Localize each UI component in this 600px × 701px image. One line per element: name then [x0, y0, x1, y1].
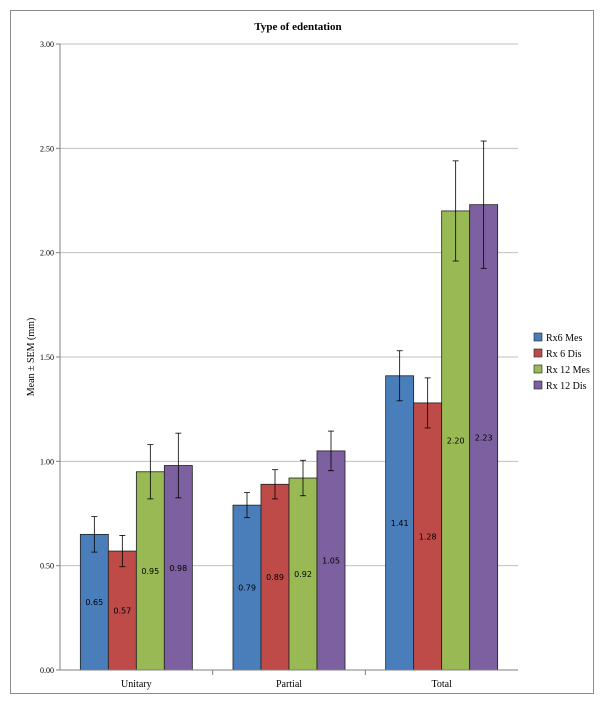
legend-swatch — [533, 380, 543, 390]
data-labels: 0.65 0.57 0.95 0.98 0.79 0.89 0.92 1.05 1.41 1.28… — [85, 433, 492, 615]
y-tick-label: 0.00 — [40, 666, 54, 675]
bar — [413, 402, 443, 671]
legend: Rx6 Mes Rx 6 Dis Rx 12 Mes Rx 12 Dis — [533, 332, 590, 392]
data-label: 0.89 — [266, 573, 284, 582]
legend-label: Rx 12 Mes — [546, 365, 590, 376]
data-label: 1.05 — [322, 556, 340, 565]
y-tick-label: 2.50 — [40, 144, 54, 153]
axes: 0.00 0.50 1.00 1.50 2.00 2.50 3.00 Unitary Parti… — [40, 40, 518, 690]
chart-title: Type of edentation — [254, 21, 341, 33]
data-label: 0.95 — [141, 567, 159, 576]
x-tick-label: Partial — [276, 679, 302, 690]
x-tick-label: Unitary — [121, 679, 152, 690]
data-label: 0.79 — [238, 584, 256, 593]
error-bars — [91, 140, 487, 568]
legend-label: Rx 6 Dis — [546, 349, 582, 360]
data-label: 0.98 — [169, 564, 187, 573]
data-label: 2.20 — [447, 436, 465, 445]
data-label: 1.28 — [419, 532, 437, 541]
x-tick-label: Total — [431, 679, 452, 690]
bars — [79, 204, 499, 671]
bar — [288, 477, 318, 671]
bar — [232, 504, 262, 671]
legend-swatch — [533, 332, 543, 342]
bar — [469, 204, 499, 671]
data-label: 0.92 — [294, 570, 312, 579]
y-tick-label: 1.50 — [40, 353, 54, 362]
bar — [441, 210, 471, 671]
y-tick-label: 0.50 — [40, 562, 54, 571]
y-tick-label: 2.00 — [40, 249, 54, 258]
legend-swatch — [533, 348, 543, 358]
y-tick-label: 1.00 — [40, 457, 54, 466]
legend-label: Rx 12 Dis — [546, 381, 587, 392]
y-tick-label: 3.00 — [40, 40, 54, 49]
data-label: 1.41 — [391, 519, 409, 528]
data-label: 2.23 — [475, 433, 493, 442]
bar — [163, 465, 193, 671]
legend-swatch — [533, 364, 543, 374]
data-label: 0.65 — [85, 598, 103, 607]
bar — [385, 375, 415, 671]
bar — [260, 483, 290, 671]
legend-label: Rx6 Mes — [546, 333, 583, 344]
data-label: 0.57 — [113, 607, 131, 616]
y-axis-label: Mean ± SEM (mm) — [26, 318, 37, 397]
